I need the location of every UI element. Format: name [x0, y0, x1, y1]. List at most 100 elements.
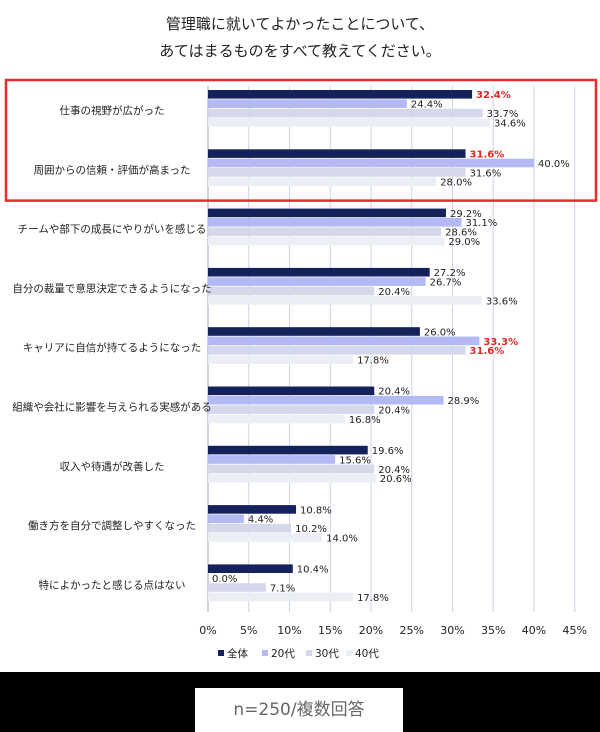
data-label: 19.6% [372, 446, 404, 457]
data-label: 31.6% [470, 346, 505, 357]
bar [208, 158, 534, 168]
bar [208, 445, 368, 455]
data-label: 27.2% [434, 268, 466, 279]
x-tick-label: 5% [240, 624, 257, 637]
sample-note: n=250/複数回答 [195, 688, 403, 732]
data-label: 33.3% [483, 337, 518, 348]
category-label: 働き方を自分で調整しやすくなった [28, 519, 196, 532]
bar [208, 583, 266, 592]
bar [208, 523, 292, 533]
data-label: 33.7% [487, 109, 519, 120]
legend-label: 30代 [315, 648, 339, 660]
data-label: 20.4% [378, 287, 410, 298]
category-label: 特によかったと感じる点はない [39, 578, 186, 591]
category-label: チームや部下の成長にやりがいを感じる [18, 223, 207, 236]
bar [208, 118, 490, 127]
bar [208, 592, 354, 602]
bar [208, 533, 323, 542]
x-tick-label: 15% [318, 624, 342, 637]
legend-label: 40代 [355, 648, 379, 660]
bar [208, 149, 466, 158]
data-label: 29.2% [450, 209, 482, 220]
category-label: 仕事の視野が広がった [60, 104, 165, 117]
x-tick-label: 45% [563, 624, 587, 637]
bars [208, 90, 534, 602]
data-label: 40.0% [538, 159, 570, 170]
bar [208, 514, 244, 524]
legend-swatch [262, 650, 268, 656]
bar [208, 227, 442, 236]
bar [208, 505, 297, 514]
bar [208, 277, 426, 286]
data-label: 24.4% [411, 100, 443, 111]
x-tick-label: 35% [481, 624, 505, 637]
data-label: 31.6% [470, 150, 505, 161]
bar [208, 99, 407, 108]
category-label: 収入や待遇が改善した [60, 460, 165, 473]
bar [208, 90, 473, 99]
x-tick-label: 0% [199, 624, 216, 637]
category-label: 自分の裁量で意思決定できるようになった [12, 282, 211, 295]
bar [208, 474, 376, 483]
x-tick-label: 30% [440, 624, 464, 637]
data-label: 0.0% [212, 574, 237, 585]
bar [208, 236, 445, 246]
chart-title-line2: あてはまるものをすべて教えてください。 [159, 42, 441, 60]
category-label: 周囲からの信頼・評価が高まった [33, 163, 190, 176]
legend-swatch [218, 650, 224, 656]
data-label: 14.0% [326, 534, 358, 545]
data-label: 16.8% [349, 415, 381, 426]
data-label: 31.6% [470, 168, 502, 179]
labels: 0% 5% 10% 15% 20% 25% 30% 35% 40% 45% 仕事の視野が広がった 32… [12, 90, 587, 637]
bar [208, 386, 375, 396]
data-label: 28.9% [448, 396, 480, 407]
chart-title-line1: 管理職に就いてよかったことについて、 [166, 15, 434, 33]
legend-swatch [306, 650, 312, 656]
x-tick-label: 20% [359, 624, 383, 637]
bar [208, 405, 375, 414]
bar [208, 395, 444, 405]
data-label: 20.6% [380, 474, 412, 485]
bar [208, 346, 466, 355]
data-label: 26.0% [424, 327, 456, 338]
data-label: 10.2% [295, 524, 327, 535]
bar [208, 336, 480, 346]
x-tick-label: 40% [522, 624, 546, 637]
x-tick-label: 25% [400, 624, 424, 637]
data-label: 28.0% [440, 178, 472, 189]
data-label: 28.6% [445, 228, 477, 239]
bar [208, 218, 462, 227]
data-label: 17.8% [357, 356, 389, 367]
bar [208, 267, 430, 277]
data-label: 10.8% [300, 505, 332, 516]
data-label: 4.4% [248, 515, 273, 526]
data-label: 31.1% [465, 218, 497, 229]
bar-chart: 管理職に就いてよかったことについて、 あてはまるものをすべて教えてください。 0… [4, 15, 598, 660]
bar [208, 286, 375, 296]
bar [208, 108, 483, 118]
legend-label: 全体 [227, 647, 248, 660]
legend-swatch [346, 650, 352, 656]
category-label: 組織や会社に影響を与えられる実感がある [12, 401, 212, 414]
bar [208, 414, 345, 424]
data-label: 7.1% [270, 583, 295, 594]
legend: 全体 20代 30代 40代 [218, 647, 379, 660]
data-label: 33.6% [486, 296, 518, 307]
data-label: 10.4% [297, 565, 329, 576]
bar [208, 464, 375, 474]
data-label: 26.7% [430, 278, 462, 289]
data-label: 32.4% [476, 90, 511, 101]
data-label: 20.4% [378, 465, 410, 476]
x-tick-label: 10% [277, 624, 301, 637]
bar [208, 177, 437, 187]
data-label: 17.8% [357, 593, 389, 604]
bar [208, 455, 336, 464]
legend-label: 20代 [271, 648, 295, 660]
highlight-box [4, 78, 598, 202]
bar [208, 564, 293, 573]
footer-bar: n=250/複数回答 [0, 672, 600, 732]
bar [208, 355, 354, 364]
data-label: 20.4% [378, 406, 410, 417]
data-label: 29.0% [448, 237, 480, 248]
bar [208, 296, 482, 305]
